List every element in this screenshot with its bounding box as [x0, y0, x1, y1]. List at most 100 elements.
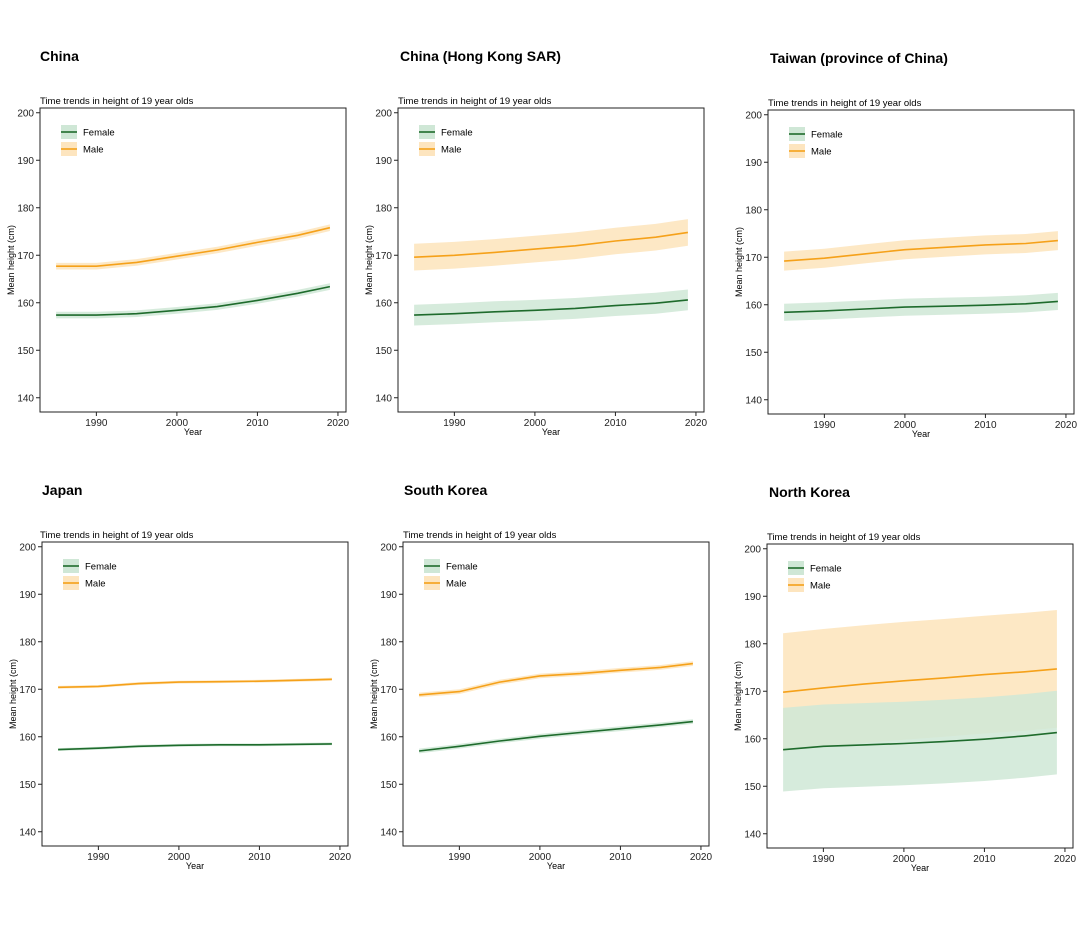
x-tick-label: 2000: [893, 854, 916, 865]
y-tick-label: 140: [17, 393, 34, 404]
x-axis-label: Year: [547, 861, 565, 871]
x-tick-label: 2010: [974, 420, 997, 431]
male-legend-label: Male: [810, 581, 831, 592]
x-axis-label: Year: [911, 863, 929, 873]
x-axis-label: Year: [912, 429, 930, 439]
chart-title: Taiwan (province of China): [770, 50, 948, 66]
x-tick-label: 2020: [329, 852, 352, 863]
chart-panel-south-korea: South Korea Time trends in height of 19 …: [369, 482, 713, 902]
y-tick-label: 160: [17, 298, 34, 309]
female-series-line: [414, 299, 688, 316]
y-tick-label: 160: [375, 298, 392, 309]
x-axis-label: Year: [184, 427, 202, 437]
chart-subtitle: Time trends in height of 19 year olds: [40, 530, 194, 541]
male-legend-label: Male: [83, 145, 104, 156]
y-axis-label: Mean height (cm): [8, 659, 18, 729]
female-legend-label: Female: [811, 130, 843, 141]
y-tick-label: 200: [19, 542, 36, 553]
y-tick-label: 140: [745, 395, 762, 406]
chart-title: China: [40, 48, 79, 64]
y-tick-label: 200: [17, 108, 34, 119]
x-tick-label: 2010: [248, 852, 271, 863]
y-tick-label: 200: [744, 544, 761, 555]
y-tick-label: 200: [375, 108, 392, 119]
plot-frame: [39, 107, 347, 413]
x-axis-label: Year: [542, 427, 560, 437]
line-chart: 140 150 160 170 180 190 200 1990 2000 2010 2020 Yea…: [734, 109, 1078, 439]
female-series-line: [58, 743, 332, 751]
y-tick-label: 160: [19, 732, 36, 743]
male-series-line: [784, 239, 1058, 262]
x-tick-label: 1990: [448, 852, 471, 863]
chart-title: South Korea: [404, 482, 488, 498]
female-legend-label: Female: [85, 562, 117, 573]
x-tick-label: 2000: [894, 420, 917, 431]
x-tick-label: 2000: [168, 852, 191, 863]
y-tick-label: 200: [380, 542, 397, 553]
male-series-line: [58, 678, 332, 689]
chart-subtitle: Time trends in height of 19 year olds: [40, 96, 194, 107]
y-tick-label: 170: [375, 251, 392, 262]
y-tick-label: 140: [375, 393, 392, 404]
chart-panel-hong-kong: China (Hong Kong SAR) Time trends in hei…: [364, 48, 708, 468]
y-tick-label: 160: [744, 734, 761, 745]
x-tick-label: 1990: [443, 418, 466, 429]
x-tick-label: 1990: [812, 854, 835, 865]
y-tick-label: 180: [19, 637, 36, 648]
x-tick-label: 2010: [609, 852, 632, 863]
y-tick-label: 150: [19, 780, 36, 791]
y-axis-label: Mean height (cm): [369, 659, 379, 729]
male-confidence-band: [784, 231, 1058, 271]
female-series-line: [784, 300, 1058, 314]
y-tick-label: 180: [744, 639, 761, 650]
y-tick-label: 150: [375, 346, 392, 357]
y-tick-label: 150: [745, 348, 762, 359]
line-chart: 140 150 160 170 180 190 200 1990 2000 2010 2020 Yea…: [369, 541, 713, 871]
y-tick-label: 160: [745, 300, 762, 311]
chart-title: China (Hong Kong SAR): [400, 48, 561, 64]
y-tick-label: 170: [744, 687, 761, 698]
y-tick-label: 140: [380, 827, 397, 838]
x-tick-label: 2020: [1055, 420, 1078, 431]
y-tick-label: 140: [19, 827, 36, 838]
y-tick-label: 180: [17, 203, 34, 214]
y-tick-label: 150: [380, 780, 397, 791]
male-confidence-band: [414, 219, 688, 271]
y-tick-label: 200: [745, 110, 762, 121]
x-tick-label: 2020: [327, 418, 350, 429]
x-tick-label: 2010: [246, 418, 269, 429]
y-axis-label: Mean height (cm): [6, 225, 16, 295]
line-chart: 140 150 160 170 180 190 200 1990 2000 2010 2020 Yea…: [8, 541, 352, 871]
female-legend-label: Female: [83, 128, 115, 139]
y-tick-label: 150: [744, 782, 761, 793]
male-series-line: [56, 226, 331, 267]
female-legend-label: Female: [810, 564, 842, 575]
y-tick-label: 150: [17, 346, 34, 357]
x-tick-label: 2000: [524, 418, 547, 429]
chart-panel-north-korea: North Korea Time trends in height of 19 …: [733, 484, 1077, 904]
x-tick-label: 2020: [1054, 854, 1077, 865]
y-tick-label: 180: [380, 637, 397, 648]
female-series-line: [419, 720, 693, 752]
y-tick-label: 190: [380, 590, 397, 601]
x-tick-label: 2020: [685, 418, 708, 429]
y-tick-label: 180: [745, 205, 762, 216]
x-axis-label: Year: [186, 861, 204, 871]
chart-panel-china: China Time trends in height of 19 year o…: [6, 48, 350, 468]
male-series-line: [419, 662, 693, 696]
x-tick-label: 2020: [690, 852, 713, 863]
y-axis-label: Mean height (cm): [364, 225, 374, 295]
male-legend-label: Male: [441, 145, 462, 156]
y-tick-label: 190: [19, 590, 36, 601]
chart-title: North Korea: [769, 484, 850, 500]
female-confidence-band: [783, 690, 1057, 792]
x-tick-label: 2000: [166, 418, 189, 429]
chart-panel-japan: Japan Time trends in height of 19 year o…: [8, 482, 352, 902]
chart-subtitle: Time trends in height of 19 year olds: [403, 530, 557, 541]
y-tick-label: 140: [744, 829, 761, 840]
chart-title: Japan: [42, 482, 83, 498]
male-series-line: [414, 231, 689, 258]
y-tick-label: 170: [745, 253, 762, 264]
male-legend-label: Male: [446, 579, 467, 590]
y-tick-label: 170: [17, 251, 34, 262]
